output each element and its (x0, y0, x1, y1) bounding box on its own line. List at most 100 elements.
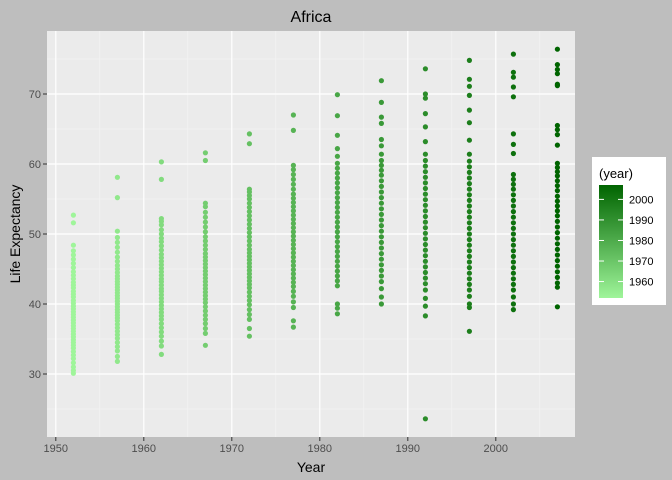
data-point (466, 214, 472, 220)
data-point (290, 250, 296, 256)
data-point (510, 231, 516, 237)
data-point (378, 294, 384, 300)
data-point (290, 208, 296, 214)
data-point (158, 351, 164, 357)
data-point (510, 69, 516, 75)
data-point (334, 273, 340, 279)
data-point (554, 218, 561, 224)
y-tick-label: 40 (29, 299, 41, 311)
data-point (422, 416, 428, 422)
data-point (554, 71, 561, 77)
data-point (290, 237, 296, 243)
data-point (202, 242, 208, 248)
data-point (422, 253, 428, 259)
data-point (378, 157, 384, 164)
data-point (554, 269, 561, 275)
data-point (422, 66, 428, 72)
data-point (246, 209, 252, 215)
data-point (290, 233, 296, 239)
data-point (554, 169, 561, 175)
x-tick-label: 1950 (44, 443, 68, 455)
data-point (466, 328, 472, 334)
data-point (334, 248, 340, 255)
data-point (334, 204, 340, 210)
data-point (554, 241, 561, 247)
data-point (334, 153, 340, 159)
data-point (290, 299, 296, 305)
data-point (114, 244, 120, 250)
data-point (378, 279, 384, 285)
data-point (378, 251, 384, 257)
data-point (466, 304, 472, 311)
data-point (422, 185, 428, 192)
data-point (466, 209, 472, 215)
data-point (202, 316, 208, 322)
data-point (510, 307, 516, 313)
data-point (70, 356, 76, 362)
data-point (334, 170, 340, 176)
data-point (290, 293, 296, 299)
data-point (554, 274, 561, 280)
data-point (202, 209, 208, 215)
data-point (246, 200, 252, 206)
legend-colorbar (599, 185, 623, 298)
data-point (466, 92, 472, 98)
data-point (510, 203, 516, 209)
data-point (554, 188, 561, 194)
data-point (466, 259, 472, 265)
data-point (290, 246, 296, 252)
data-point (466, 253, 472, 259)
data-point (246, 230, 252, 236)
data-point (202, 204, 208, 210)
data-point (466, 265, 472, 271)
data-point (510, 276, 516, 282)
data-point (334, 283, 340, 289)
data-point (510, 192, 516, 198)
data-point (378, 189, 384, 195)
data-point (202, 238, 208, 244)
data-point (334, 113, 340, 119)
data-point (246, 307, 252, 313)
data-point (510, 181, 516, 187)
data-point (510, 287, 516, 293)
data-point (334, 219, 340, 225)
data-point (422, 258, 428, 264)
data-point (158, 321, 164, 327)
data-point (290, 176, 296, 182)
data-point (114, 174, 120, 180)
data-point (510, 141, 516, 147)
data-point (202, 312, 208, 318)
data-point (378, 256, 384, 262)
data-point (378, 78, 384, 84)
y-axis-ticks: 30 40 50 60 70 (29, 89, 47, 381)
data-point (554, 164, 561, 171)
data-point (334, 209, 340, 215)
data-point (334, 239, 340, 245)
chart-title: Africa (291, 9, 332, 26)
data-point (554, 252, 561, 258)
data-point (422, 208, 428, 214)
data-point (554, 263, 561, 269)
data-point (466, 225, 472, 231)
data-point (378, 167, 384, 173)
data-point (246, 289, 252, 295)
data-point (114, 228, 120, 234)
data-point (466, 158, 472, 164)
data-point (290, 258, 296, 264)
data-point (466, 242, 472, 248)
y-tick-label: 70 (29, 89, 41, 101)
data-point (290, 195, 296, 201)
data-point (510, 270, 516, 276)
data-point (510, 237, 516, 243)
data-point (334, 278, 340, 284)
data-point (466, 248, 472, 254)
data-point (290, 304, 296, 311)
data-point (422, 275, 428, 281)
data-point (422, 230, 428, 236)
data-point (246, 225, 252, 231)
data-point (554, 83, 561, 89)
data-point (422, 191, 428, 197)
data-point (510, 176, 516, 182)
data-point (466, 181, 472, 187)
